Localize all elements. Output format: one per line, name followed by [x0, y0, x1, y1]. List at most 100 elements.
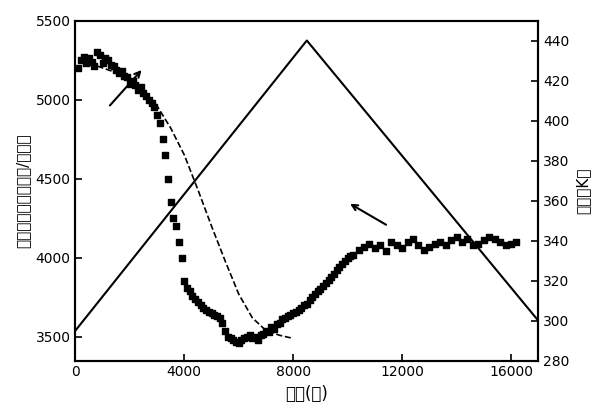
- Point: [256, 332, 266, 339]
- Point: [253, 336, 263, 343]
- Point: [269, 326, 279, 332]
- Point: [76, 57, 86, 64]
- Point: [87, 58, 97, 65]
- Point: [131, 82, 140, 89]
- Point: [128, 77, 137, 84]
- Point: [191, 296, 200, 302]
- Point: [307, 294, 317, 301]
- Point: [201, 307, 211, 314]
- Point: [501, 242, 511, 248]
- Point: [125, 80, 135, 87]
- Point: [242, 334, 252, 340]
- Point: [272, 321, 282, 328]
- Point: [100, 55, 110, 62]
- Point: [506, 240, 516, 247]
- X-axis label: 时间(秒): 时间(秒): [286, 385, 329, 403]
- Y-axis label: 散射中子计数率（个/分钟）: 散射中子计数率（个/分钟）: [15, 133, 30, 248]
- Point: [136, 84, 146, 90]
- Point: [457, 239, 467, 245]
- Point: [95, 52, 105, 59]
- Point: [441, 242, 451, 248]
- Point: [103, 57, 113, 64]
- Point: [120, 72, 129, 79]
- Point: [335, 264, 344, 270]
- Point: [142, 93, 151, 100]
- Point: [90, 63, 99, 70]
- Point: [117, 68, 126, 74]
- Point: [73, 65, 83, 71]
- Point: [114, 69, 124, 76]
- Point: [446, 237, 456, 244]
- Point: [348, 251, 358, 258]
- Point: [163, 175, 173, 182]
- Point: [166, 199, 175, 206]
- Point: [289, 310, 298, 316]
- Point: [258, 330, 268, 337]
- Point: [144, 96, 154, 103]
- Point: [340, 257, 350, 264]
- Point: [139, 90, 148, 97]
- Point: [261, 327, 271, 334]
- Point: [278, 316, 287, 323]
- Point: [392, 242, 402, 248]
- Point: [264, 329, 273, 336]
- Point: [275, 319, 284, 326]
- Point: [436, 239, 445, 245]
- Point: [240, 335, 249, 342]
- Point: [370, 245, 380, 252]
- Point: [207, 310, 217, 316]
- Point: [160, 152, 170, 158]
- Point: [299, 302, 309, 308]
- Point: [196, 302, 206, 308]
- Point: [223, 334, 233, 340]
- Point: [324, 277, 333, 283]
- Point: [171, 223, 181, 229]
- Point: [327, 273, 336, 280]
- Point: [425, 243, 434, 250]
- Point: [280, 314, 290, 321]
- Point: [414, 242, 424, 248]
- Point: [267, 324, 276, 331]
- Point: [212, 313, 222, 320]
- Point: [512, 239, 522, 245]
- Point: [185, 288, 195, 294]
- Point: [296, 305, 306, 312]
- Point: [133, 87, 143, 94]
- Point: [343, 255, 353, 261]
- Point: [321, 280, 331, 286]
- Point: [226, 335, 235, 342]
- Point: [408, 235, 418, 242]
- Point: [198, 305, 208, 312]
- Point: [316, 286, 325, 293]
- Point: [329, 270, 339, 277]
- Point: [495, 239, 505, 245]
- Point: [376, 242, 385, 248]
- Point: [169, 215, 178, 222]
- Point: [193, 299, 203, 306]
- Point: [332, 267, 342, 274]
- Point: [158, 136, 168, 143]
- Point: [220, 327, 230, 334]
- Point: [229, 336, 238, 343]
- Point: [149, 104, 159, 111]
- Point: [345, 253, 355, 260]
- Point: [174, 239, 184, 245]
- Point: [245, 332, 255, 339]
- Point: [474, 240, 483, 247]
- Point: [237, 336, 246, 343]
- Point: [215, 314, 224, 321]
- Point: [231, 338, 241, 345]
- Point: [204, 308, 214, 315]
- Point: [397, 245, 407, 252]
- Point: [463, 235, 473, 242]
- Point: [82, 60, 91, 66]
- Point: [188, 292, 197, 299]
- Point: [359, 243, 369, 250]
- Point: [365, 240, 374, 247]
- Point: [338, 261, 347, 268]
- Point: [209, 311, 219, 318]
- Point: [180, 278, 189, 285]
- Point: [234, 340, 244, 347]
- Point: [313, 288, 322, 294]
- Point: [106, 61, 116, 68]
